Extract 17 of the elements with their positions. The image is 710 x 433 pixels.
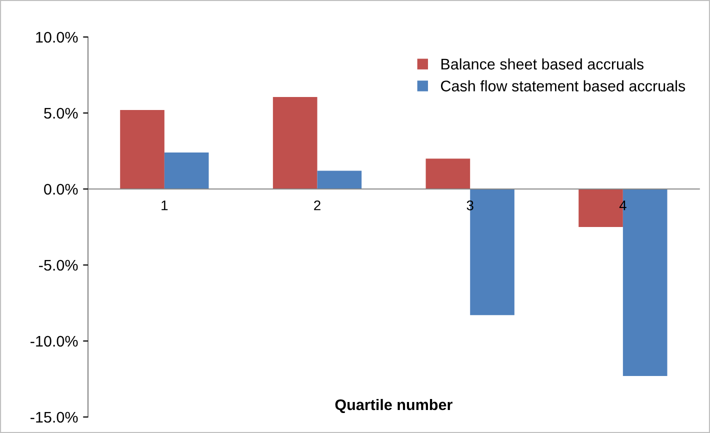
x-tick-label: 3 (466, 200, 474, 210)
x-axis-title: Quartile number (335, 398, 452, 414)
bar (272, 97, 318, 189)
y-tick-label: 10.0% (36, 32, 78, 43)
x-tick-label: 2 (314, 200, 320, 210)
y-tick-label: 5.0% (44, 108, 78, 119)
legend-label: Balance sheet based accruals (441, 58, 644, 70)
bar (426, 158, 470, 189)
y-tick-label: -15.0% (30, 412, 78, 423)
y-tick-label: 0.0% (44, 184, 78, 195)
y-tick-label: -10.0% (30, 336, 78, 347)
bar (317, 170, 362, 189)
y-tick-label: -5.0% (39, 260, 78, 271)
bar (120, 110, 164, 189)
bar (164, 152, 209, 189)
legend-label: Cash flow statement based accruals (440, 80, 686, 92)
x-tick-label: 1 (162, 200, 168, 210)
